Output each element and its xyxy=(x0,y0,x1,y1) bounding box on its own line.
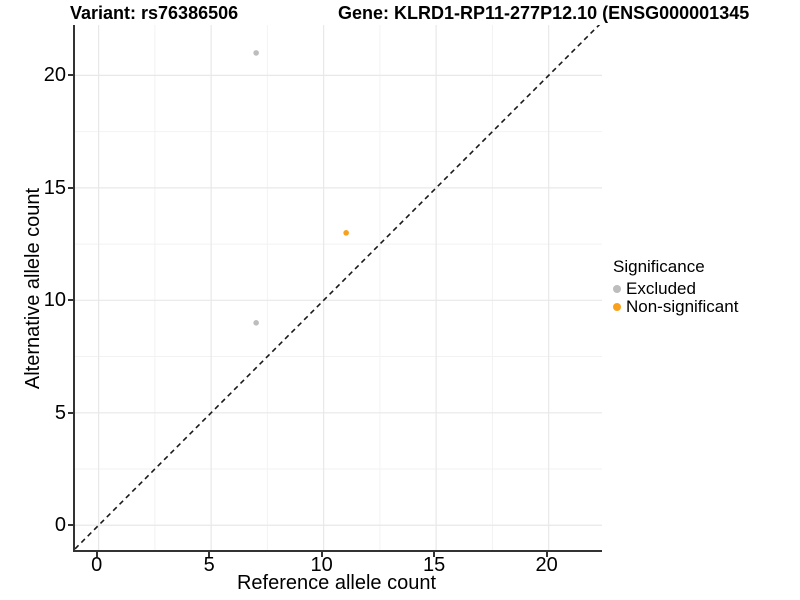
y-tick-label: 20 xyxy=(43,64,66,87)
data-point-non-significant xyxy=(343,230,349,236)
y-tick-label: 0 xyxy=(54,514,66,537)
x-tick-label: 10 xyxy=(310,554,333,576)
y-tick-mark xyxy=(68,186,73,189)
data-point-excluded xyxy=(253,50,259,56)
gene-title: Gene: KLRD1-RP11-277P12.10 (ENSG00000134… xyxy=(338,3,750,23)
x-tick-mark xyxy=(95,552,98,557)
x-tick-label: 15 xyxy=(423,554,446,576)
x-tick-mark xyxy=(545,552,548,557)
y-tick-label: 10 xyxy=(43,289,66,312)
x-tick-label: 5 xyxy=(203,554,215,576)
legend-item-excluded: Excluded xyxy=(613,280,799,298)
x-tick-label: 0 xyxy=(91,554,103,576)
y-tick-mark xyxy=(68,411,73,414)
plot-area xyxy=(75,25,602,550)
x-tick-mark xyxy=(433,552,436,557)
legend-title: Significance xyxy=(613,257,705,276)
legend-items: Excluded Non-significant xyxy=(613,280,799,316)
plot-panel xyxy=(73,25,602,552)
y-tick-label: 15 xyxy=(43,176,66,199)
y-tick-mark xyxy=(68,74,73,77)
identity-line xyxy=(75,25,601,550)
legend-item-non-significant: Non-significant xyxy=(613,298,799,316)
x-axis-label: Reference allele count xyxy=(236,572,436,594)
legend-dot-excluded xyxy=(613,285,621,293)
legend-label-non-significant: Non-significant xyxy=(626,297,739,316)
y-tick-label: 5 xyxy=(54,401,66,424)
legend-dot-non-significant xyxy=(613,303,621,311)
legend-label-excluded: Excluded xyxy=(626,279,696,298)
y-tick-mark xyxy=(68,299,73,302)
data-point-excluded xyxy=(253,320,259,326)
variant-title: Variant: rs76386506 xyxy=(70,3,239,23)
x-tick-label: 20 xyxy=(535,554,558,576)
x-tick-mark xyxy=(320,552,323,557)
y-tick-mark xyxy=(68,524,73,527)
x-tick-mark xyxy=(208,552,211,557)
legend: Significance Excluded Non-significant xyxy=(613,257,799,316)
